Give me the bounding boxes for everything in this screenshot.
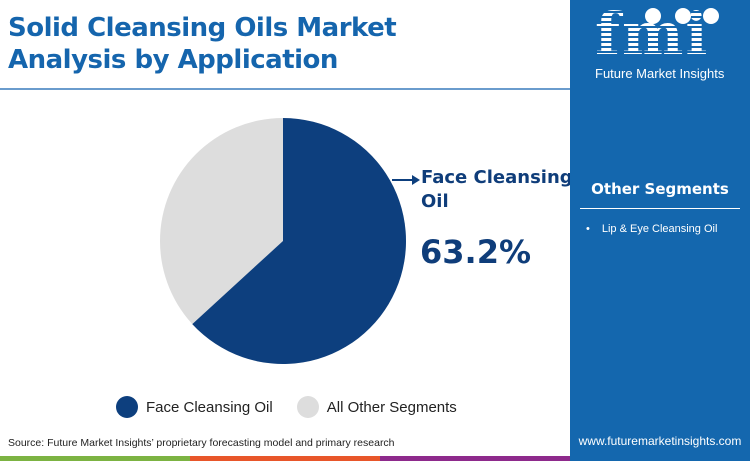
callout-arrow-icon (392, 175, 420, 185)
title-divider (0, 88, 570, 90)
legend-swatch (296, 396, 319, 418)
sidebar (570, 0, 750, 461)
legend-item-other-segments: All Other Segments (296, 396, 457, 418)
callout-label-line2: Oil (421, 191, 449, 212)
title-line-1: Solid Cleansing Oils Market (8, 13, 397, 43)
legend-label: All Other Segments (326, 398, 457, 416)
color-bar (0, 456, 570, 461)
bar-segment-orange (190, 456, 380, 461)
title-line-2: Analysis by Application (8, 45, 338, 75)
company-name: Future Market Insights (595, 66, 725, 81)
legend-item-face-cleansing-oil: Face Cleansing Oil (116, 396, 273, 418)
pie-chart (160, 118, 406, 364)
callout-label: Face Cleansing Oil (421, 166, 573, 214)
pie-slice-face-cleansing-oil (192, 118, 406, 364)
chart-legend: Face Cleansing Oil All Other Segments (116, 396, 481, 418)
globe-americas-icon (645, 8, 661, 24)
page-title: Solid Cleansing Oils Market Analysis by … (8, 12, 397, 76)
legend-label: Face Cleansing Oil (146, 398, 273, 416)
globe-asia-icon (703, 8, 719, 24)
legend-swatch (116, 396, 138, 418)
other-segment-label: Lip & Eye Cleansing Oil (601, 223, 718, 235)
callout-label-line1: Face Cleansing (421, 167, 573, 188)
other-segment-item: • Lip & Eye Cleansing Oil (586, 223, 717, 235)
globe-europe-icon (675, 8, 691, 24)
bar-segment-green (0, 456, 190, 461)
website-url: www.futuremarketinsights.com (578, 434, 742, 448)
bar-segment-purple (380, 456, 570, 461)
bullet-icon: • (586, 223, 590, 235)
other-segments-divider (580, 208, 740, 209)
callout-value: 63.2% (420, 233, 532, 271)
other-segments-title: Other Segments (591, 180, 729, 198)
source-note: Source: Future Market Insights’ propriet… (8, 437, 395, 449)
